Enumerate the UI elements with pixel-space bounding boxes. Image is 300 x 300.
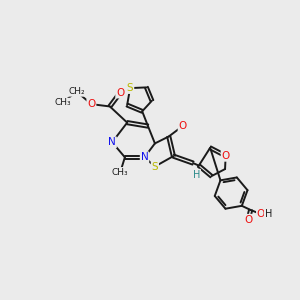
Text: CH₃: CH₃ xyxy=(112,168,129,177)
Text: H: H xyxy=(193,169,200,180)
Text: N: N xyxy=(108,137,116,147)
Text: S: S xyxy=(127,83,134,93)
Text: N: N xyxy=(141,152,148,162)
Text: H: H xyxy=(265,209,272,219)
Text: O: O xyxy=(87,99,95,109)
Text: CH₂: CH₂ xyxy=(68,87,85,96)
Text: S: S xyxy=(152,161,158,172)
Text: O: O xyxy=(257,209,265,219)
Text: CH₃: CH₃ xyxy=(54,98,71,107)
Text: O: O xyxy=(244,215,252,225)
Text: O: O xyxy=(178,121,187,131)
Text: O: O xyxy=(221,151,230,161)
Text: O: O xyxy=(116,88,124,98)
